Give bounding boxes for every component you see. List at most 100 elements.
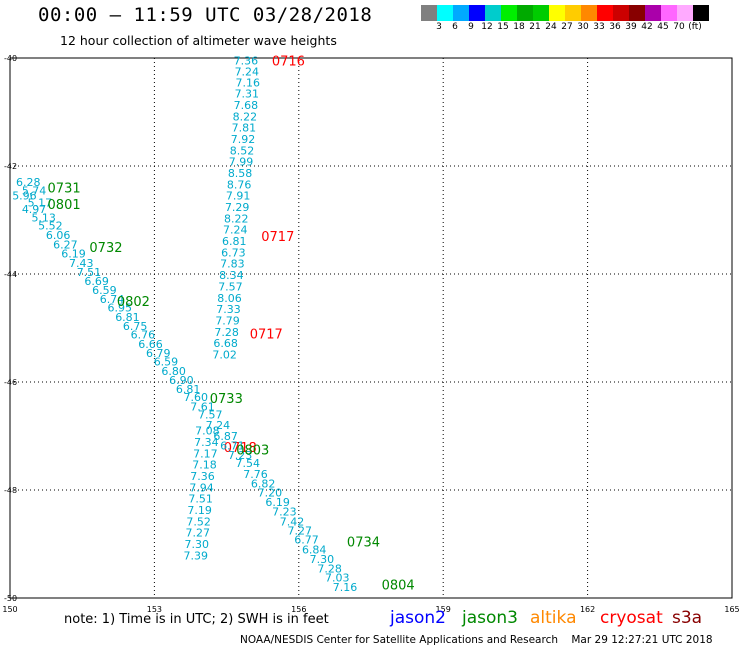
wave-height-value: 7.61 — [190, 400, 215, 413]
y-tick-label: -50 — [4, 594, 17, 603]
pass-time-label: 0718 — [224, 441, 257, 456]
wave-height-value: 7.31 — [235, 88, 260, 101]
satellite-label-jason2: jason2 — [390, 608, 446, 628]
wave-height-value: 7.16 — [333, 581, 358, 594]
pass-time-label: 0803 — [236, 444, 269, 459]
legend-label: 39 — [625, 22, 637, 32]
legend-label: 36 — [609, 22, 621, 32]
wave-height-value: 7.34 — [194, 436, 219, 449]
wave-height-value: 7.03 — [325, 571, 350, 584]
wave-height-value: 7.76 — [243, 468, 268, 481]
wave-height-value: 7.99 — [229, 156, 254, 169]
wave-height-value: 6.27 — [53, 238, 78, 251]
wave-height-value: 8.34 — [219, 269, 244, 282]
wave-height-value: 6.59 — [92, 284, 117, 297]
wave-height-value: 7.83 — [220, 258, 245, 271]
legend-swatch — [501, 5, 517, 21]
wave-height-value: 6.76 — [131, 328, 156, 341]
wave-height-value: 5.52 — [38, 219, 63, 232]
legend-swatch — [629, 5, 645, 21]
y-tick-label: -40 — [4, 54, 17, 63]
legend-label: 6 — [452, 22, 458, 32]
legend-swatch — [677, 5, 693, 21]
wave-height-value: 8.06 — [217, 292, 242, 305]
legend-label: (ft) — [688, 22, 702, 32]
legend-label: 27 — [561, 22, 573, 32]
color-scale-legend — [421, 5, 709, 21]
wave-height-value: 6.19 — [265, 496, 290, 509]
credit-line: NOAA/NESDIS Center for Satellite Applica… — [240, 634, 713, 646]
legend-swatch — [645, 5, 661, 21]
x-tick-label: 162 — [580, 605, 595, 614]
wave-height-value: 7.29 — [225, 201, 250, 214]
pass-time-label: 0717 — [250, 327, 283, 342]
plot-frame — [9, 57, 733, 599]
wave-height-value: 7.81 — [232, 122, 257, 135]
wave-height-value: 6.73 — [221, 246, 246, 259]
wave-height-value: 7.43 — [69, 257, 94, 270]
wave-height-value: 7.24 — [223, 224, 248, 237]
wave-height-value: 7.19 — [187, 504, 212, 517]
wave-height-value: 8.22 — [233, 110, 258, 123]
legend-swatch — [581, 5, 597, 21]
page-title: 00:00 – 11:59 UTC 03/28/2018 — [38, 4, 373, 26]
wave-height-value: 5.96 — [12, 190, 37, 203]
wave-height-value: 6.81 — [222, 235, 247, 248]
wave-height-value: 7.92 — [231, 133, 256, 146]
wave-height-value: 7.79 — [215, 314, 240, 327]
wave-height-value: 7.27 — [185, 527, 210, 540]
satellite-label-jason3: jason3 — [462, 608, 518, 628]
wave-height-value: 8.22 — [224, 212, 249, 225]
wave-height-value: 7.24 — [235, 66, 260, 79]
satellite-label-s3a: s3a — [672, 608, 703, 628]
wave-height-value: 6.90 — [169, 374, 194, 387]
satellite-label-altika: altika — [530, 608, 577, 628]
wave-height-value: 6.06 — [46, 229, 71, 242]
wave-height-value: 7.24 — [206, 419, 231, 432]
footer-note: note: 1) Time is in UTC; 2) SWH is in fe… — [64, 612, 329, 627]
wave-height-value: 6.81 — [176, 383, 201, 396]
wave-height-value: 7.68 — [234, 99, 259, 112]
wave-height-value: 6.79 — [146, 347, 171, 360]
wave-height-value: 7.08 — [195, 425, 220, 438]
pass-time-label: 0801 — [48, 198, 81, 213]
wave-height-value: 5.74 — [22, 184, 47, 197]
wave-height-value: 6.75 — [123, 320, 148, 333]
wave-height-value: 7.57 — [198, 408, 223, 421]
wave-height-value: 7.51 — [77, 266, 102, 279]
legend-label: 3 — [436, 22, 442, 32]
wave-height-value: 8.76 — [227, 178, 252, 191]
wave-height-value: 7.57 — [218, 280, 243, 293]
legend-label: 9 — [468, 22, 474, 32]
y-tick-label: -44 — [4, 270, 17, 279]
legend-label: 24 — [545, 22, 557, 32]
wave-height-value: 7.16 — [236, 76, 261, 89]
wave-height-value: 6.95 — [107, 301, 132, 314]
wave-height-value: 8.52 — [230, 144, 255, 157]
page-subtitle: 12 hour collection of altimeter wave hei… — [60, 33, 337, 48]
x-tick-label: 153 — [147, 605, 162, 614]
y-tick-label: -48 — [4, 486, 17, 495]
pass-time-label: 0731 — [48, 182, 81, 197]
y-tick-label: -46 — [4, 378, 17, 387]
wave-height-value: 7.60 — [184, 391, 209, 404]
wave-height-value: 7.02 — [212, 348, 237, 361]
legend-label: 30 — [577, 22, 589, 32]
wave-height-value: 6.80 — [161, 365, 186, 378]
wave-height-value: 6.81 — [115, 311, 140, 324]
legend-swatch — [437, 5, 453, 21]
wave-height-value: 7.27 — [288, 525, 313, 538]
wave-height-value: 6.77 — [294, 534, 319, 547]
wave-height-value: 7.36 — [190, 470, 215, 483]
wave-height-value: 6.87 — [213, 430, 238, 443]
legend-label: 15 — [497, 22, 509, 32]
y-tick-label: -42 — [4, 162, 17, 171]
wave-height-value: 7.23 — [228, 449, 253, 462]
legend-swatch — [693, 5, 709, 21]
wave-height-value: 6.82 — [251, 478, 276, 491]
x-tick-label: 150 — [2, 605, 17, 614]
wave-height-value: 7.54 — [236, 457, 261, 470]
wave-height-value: 6.59 — [154, 355, 179, 368]
wave-height-value: 7.39 — [184, 549, 209, 562]
x-tick-label: 165 — [724, 605, 739, 614]
